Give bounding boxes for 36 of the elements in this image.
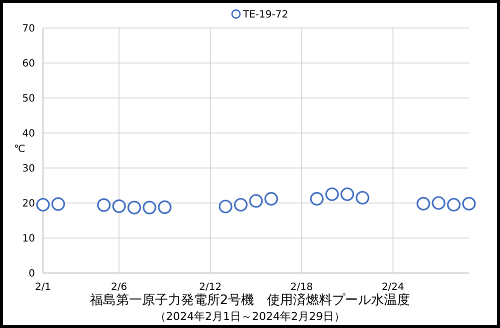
- point: [158, 200, 172, 214]
- x-tick-label: 2/24: [382, 282, 404, 293]
- y-axis-title: ℃: [14, 144, 26, 155]
- point: [36, 198, 50, 212]
- y-tick-label: 60: [22, 58, 35, 70]
- x-tick-label: 2/12: [199, 282, 222, 293]
- legend-label: TE-19-72: [242, 10, 288, 20]
- point: [249, 194, 263, 208]
- point: [416, 196, 430, 210]
- point: [325, 187, 339, 202]
- x-tick-label: 2/6: [111, 282, 128, 293]
- point: [234, 198, 248, 212]
- y-tick-label: 40: [22, 128, 35, 140]
- y-tick-label: 10: [22, 234, 35, 244]
- point: [462, 196, 476, 210]
- point: [97, 198, 111, 212]
- point: [446, 198, 461, 212]
- point: [142, 200, 156, 214]
- point: [127, 200, 142, 214]
- y-tick-label: 30: [22, 164, 35, 174]
- x-tick-label: 2/18: [290, 282, 313, 293]
- point: [340, 187, 354, 202]
- point: [218, 200, 232, 214]
- point: [310, 192, 324, 206]
- x-tick-label: 2/1: [34, 282, 52, 293]
- text: （2024年2月1日～2024年2月29日）: [155, 310, 345, 323]
- y-tick-label: 70: [22, 24, 35, 34]
- y-tick-label: 20: [22, 198, 35, 210]
- y-tick-label: 50: [22, 94, 35, 104]
- text: 福島第一原子力発電所2号機 使用済燃料プール水温度: [90, 292, 410, 308]
- y-tick-label: 0: [28, 268, 35, 280]
- point: [432, 196, 446, 210]
- point: [112, 199, 126, 213]
- point: [264, 192, 278, 206]
- point: [51, 197, 66, 211]
- point: [356, 190, 370, 205]
